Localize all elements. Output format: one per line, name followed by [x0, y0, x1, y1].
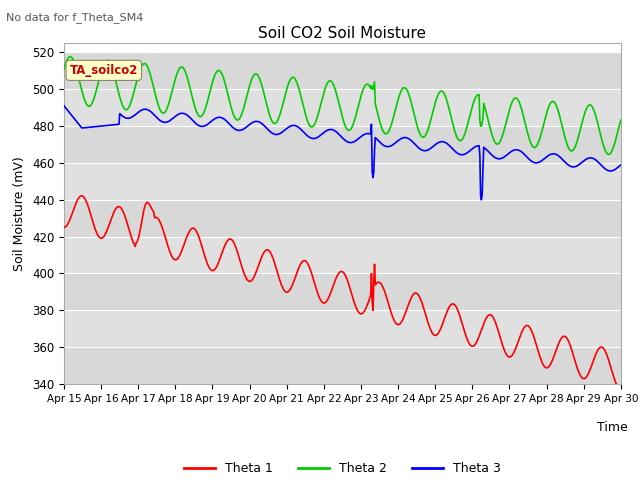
Bar [64, 200, 621, 237]
Bar [64, 347, 621, 384]
Bar [64, 274, 621, 310]
Bar [64, 89, 621, 126]
Y-axis label: Soil Moisture (mV): Soil Moisture (mV) [13, 156, 26, 271]
Title: Soil CO2 Soil Moisture: Soil CO2 Soil Moisture [259, 25, 426, 41]
Text: TA_soilco2: TA_soilco2 [70, 64, 138, 77]
Bar [64, 126, 621, 163]
Bar [64, 310, 621, 347]
Text: No data for f_Theta_SM4: No data for f_Theta_SM4 [6, 12, 144, 23]
Legend: Theta 1, Theta 2, Theta 3: Theta 1, Theta 2, Theta 3 [179, 457, 506, 480]
Bar [64, 237, 621, 274]
Bar [64, 52, 621, 89]
Bar [64, 163, 621, 200]
X-axis label: Time: Time [597, 421, 628, 434]
